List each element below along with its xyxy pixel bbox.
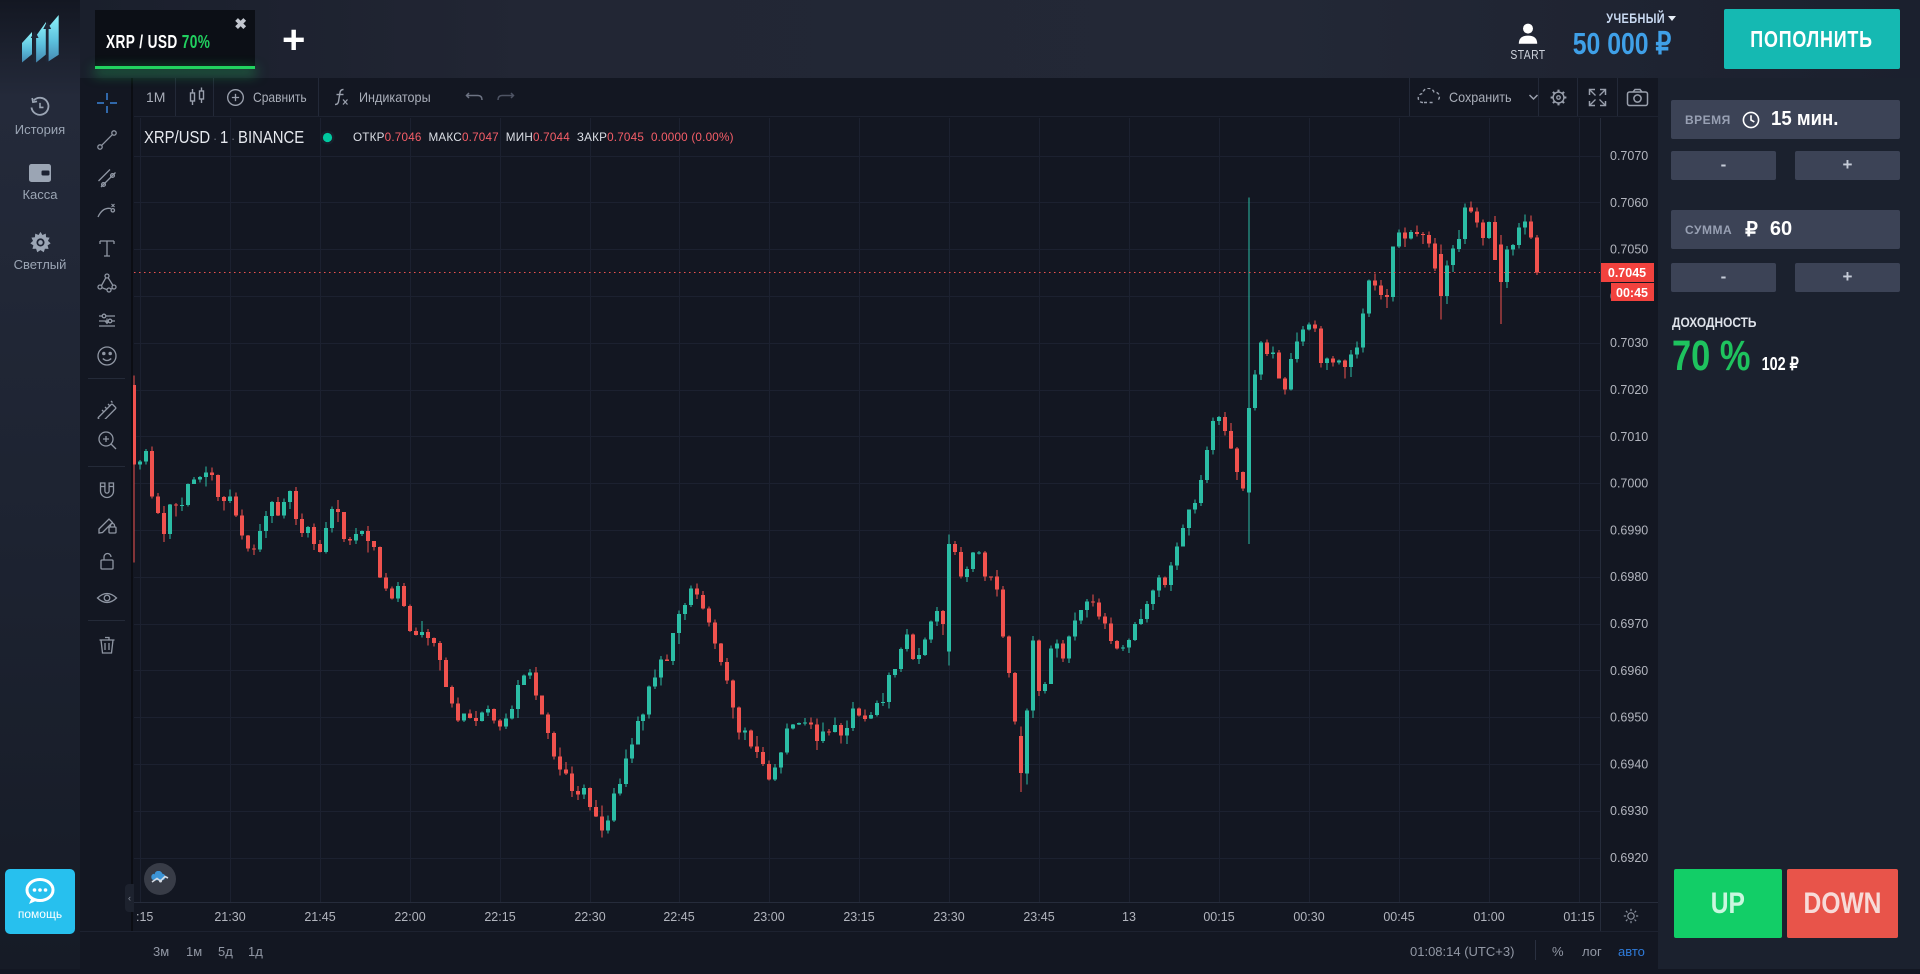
svg-text:21:45: 21:45 (304, 910, 335, 924)
svg-text:0.6920: 0.6920 (1610, 851, 1648, 865)
svg-text:21:30: 21:30 (214, 910, 245, 924)
svg-text:00:45: 00:45 (1616, 286, 1648, 300)
svg-text:0.7000: 0.7000 (1610, 477, 1648, 491)
svg-text::15: :15 (136, 910, 153, 924)
svg-text:23:00: 23:00 (753, 910, 784, 924)
svg-text:0.6950: 0.6950 (1610, 711, 1648, 725)
svg-text:0.6980: 0.6980 (1610, 570, 1648, 584)
svg-text:22:00: 22:00 (394, 910, 425, 924)
svg-text:01:15: 01:15 (1563, 910, 1594, 924)
svg-text:13: 13 (1122, 910, 1136, 924)
svg-text:0.7030: 0.7030 (1610, 336, 1648, 350)
svg-text:00:45: 00:45 (1383, 910, 1414, 924)
svg-text:22:15: 22:15 (484, 910, 515, 924)
svg-text:22:45: 22:45 (663, 910, 694, 924)
svg-text:22:30: 22:30 (574, 910, 605, 924)
svg-text:0.7020: 0.7020 (1610, 383, 1648, 397)
svg-text:0.7045: 0.7045 (1608, 266, 1646, 280)
svg-text:23:15: 23:15 (843, 910, 874, 924)
svg-text:01:00: 01:00 (1473, 910, 1504, 924)
svg-text:0.7070: 0.7070 (1610, 149, 1648, 163)
svg-text:0.6970: 0.6970 (1610, 617, 1648, 631)
svg-text:00:30: 00:30 (1293, 910, 1324, 924)
svg-text:0.7060: 0.7060 (1610, 196, 1648, 210)
svg-text:23:30: 23:30 (933, 910, 964, 924)
svg-text:0.6990: 0.6990 (1610, 523, 1648, 537)
svg-text:0.7050: 0.7050 (1610, 243, 1648, 257)
svg-text:0.7010: 0.7010 (1610, 430, 1648, 444)
svg-text:0.6930: 0.6930 (1610, 804, 1648, 818)
svg-text:23:45: 23:45 (1023, 910, 1054, 924)
svg-text:0.6960: 0.6960 (1610, 664, 1648, 678)
svg-text:0.6940: 0.6940 (1610, 757, 1648, 771)
svg-text:00:15: 00:15 (1203, 910, 1234, 924)
